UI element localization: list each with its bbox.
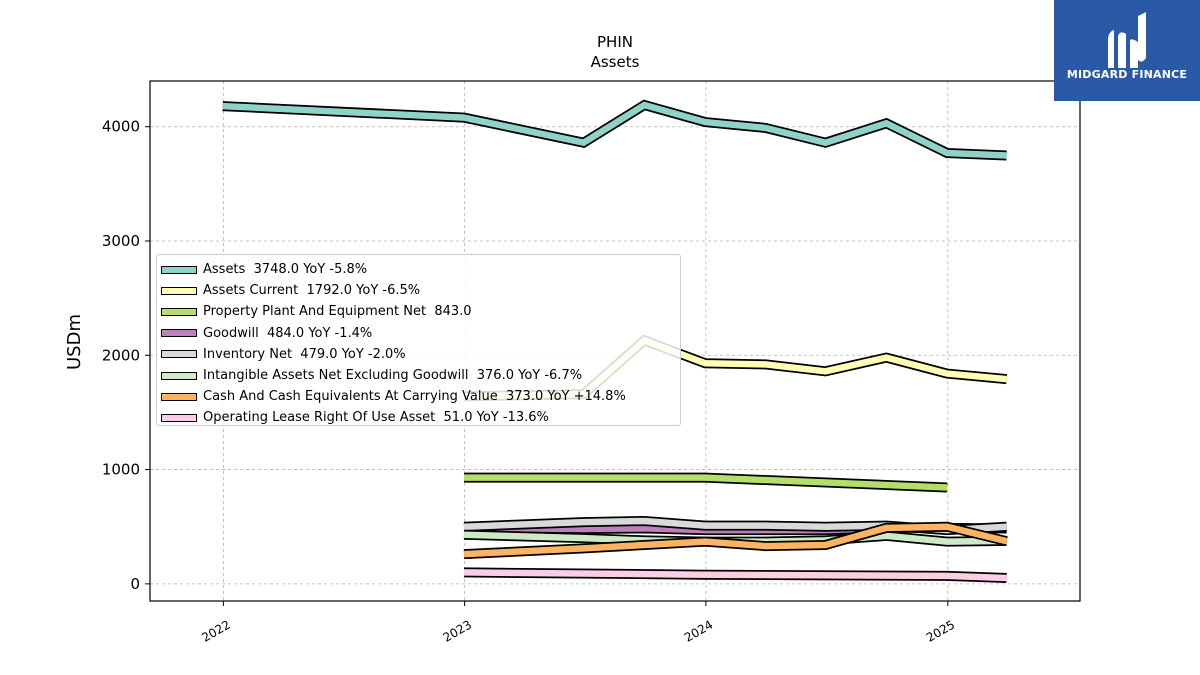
y-tick-label: 1000 — [102, 461, 140, 479]
legend-label: Assets Current 1792.0 YoY -6.5% — [203, 283, 421, 299]
x-tick-label: 2023 — [441, 617, 474, 644]
legend-label: Inventory Net 479.0 YoY -2.0% — [203, 346, 406, 362]
legend-label: Property Plant And Equipment Net 843.0 — [203, 304, 472, 320]
series-line — [464, 474, 948, 491]
legend-swatch — [161, 350, 197, 359]
legend-item: Goodwill 484.0 YoY -1.4% — [161, 323, 680, 344]
series-line — [463, 523, 1008, 558]
logo-text: MIDGARD FINANCE — [1066, 68, 1188, 81]
y-tick-label: 0 — [130, 575, 140, 593]
legend-label: Assets 3748.0 YoY -5.8% — [203, 262, 368, 278]
legend-swatch — [161, 413, 197, 422]
y-axis-label: USDm — [64, 314, 85, 370]
legend-swatch — [161, 392, 197, 401]
series-lines — [222, 99, 1008, 583]
legend-swatch — [161, 307, 197, 316]
series-7 — [463, 567, 1007, 583]
plot-frame — [149, 80, 1081, 602]
legend-item: Assets Current 1792.0 YoY -6.5% — [161, 280, 680, 301]
legend-label: Cash And Cash Equivalents At Carrying Va… — [203, 389, 626, 405]
legend-swatch — [161, 329, 197, 338]
grid — [150, 81, 1080, 601]
x-tick-label: 2022 — [199, 617, 232, 644]
chart-title: PHIN — [597, 33, 633, 51]
y-tick-label: 2000 — [102, 346, 140, 364]
x-tick-label: 2025 — [924, 617, 957, 644]
legend-swatch — [161, 265, 197, 274]
legend-label: Intangible Assets Net Excluding Goodwill… — [203, 368, 583, 384]
series-2 — [464, 472, 948, 493]
legend-item: Operating Lease Right Of Use Asset 51.0 … — [161, 407, 680, 428]
series-0 — [222, 99, 1007, 161]
legend-item: Intangible Assets Net Excluding Goodwill… — [161, 365, 680, 386]
x-tick-label: 2024 — [682, 617, 715, 644]
series-line — [222, 101, 1007, 159]
legend-item: Assets 3748.0 YoY -5.8% — [161, 259, 680, 280]
legend-item: Inventory Net 479.0 YoY -2.0% — [161, 344, 680, 365]
series-6 — [463, 521, 1008, 560]
logo-mark-icon — [1108, 12, 1146, 68]
legend-label: Operating Lease Right Of Use Asset 51.0 … — [203, 410, 549, 426]
legend-label: Goodwill 484.0 YoY -1.4% — [203, 325, 373, 341]
series-line — [463, 569, 1007, 582]
brand-logo: MIDGARD FINANCE — [1054, 0, 1200, 101]
legend-item: Property Plant And Equipment Net 843.0 — [161, 301, 680, 322]
chart-subtitle: Assets — [591, 53, 640, 71]
legend-swatch — [161, 286, 197, 295]
legend: Assets 3748.0 YoY -5.8% Assets Current 17… — [156, 254, 681, 426]
legend-swatch — [161, 371, 197, 380]
y-tick-label: 4000 — [102, 118, 140, 136]
y-tick-label: 3000 — [102, 232, 140, 250]
legend-item: Cash And Cash Equivalents At Carrying Va… — [161, 386, 680, 407]
